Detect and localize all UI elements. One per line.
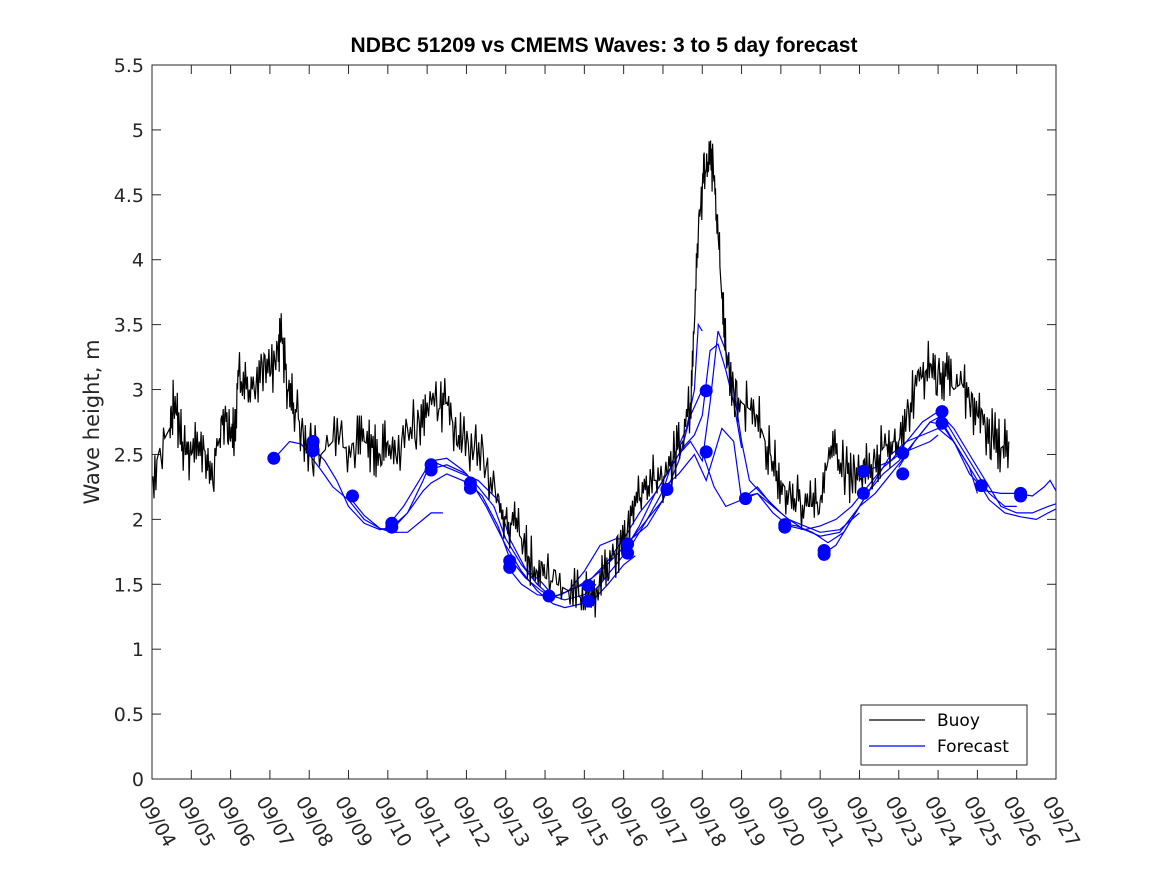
legend-box <box>860 704 1028 766</box>
y-tick-label: 1 <box>132 639 144 661</box>
y-tick-label: 4.5 <box>114 185 144 207</box>
forecast-marker <box>306 435 320 448</box>
forecast-run-line <box>348 460 550 592</box>
forecast-marker <box>896 446 910 460</box>
forecast-marker <box>1014 489 1028 503</box>
forecast-marker <box>935 405 949 419</box>
y-tick-label: 2 <box>132 509 144 531</box>
plot-area <box>152 65 1056 779</box>
forecast-marker <box>699 445 713 459</box>
forecast-marker <box>739 492 752 506</box>
y-tick-label: 2.5 <box>114 444 144 466</box>
forecast-marker <box>306 444 320 458</box>
forecast-run-line <box>859 410 1057 514</box>
legend-forecast-label: Forecast <box>937 737 1009 757</box>
forecast-marker <box>346 489 359 503</box>
forecast-marker <box>699 384 713 398</box>
forecast-marker <box>856 486 870 500</box>
forecast-marker <box>267 451 281 465</box>
forecast-marker <box>424 463 438 477</box>
forecast-run-line <box>623 330 782 553</box>
y-tick-labels: 0 0.5 1 1.5 2 2.5 3 3.5 4 4.5 5 5.5 <box>114 55 144 791</box>
forecast-run-line <box>741 434 939 531</box>
y-tick-label: 3.5 <box>114 315 144 337</box>
forecast-marker <box>463 481 477 495</box>
forecast-marker <box>778 520 792 534</box>
chart-title: NDBC 51209 vs CMEMS Waves: 3 to 5 day fo… <box>351 34 858 57</box>
forecast-marker <box>385 520 399 534</box>
forecast-marker <box>856 464 870 478</box>
forecast-marker <box>581 594 595 608</box>
forecast-marker <box>503 560 517 574</box>
y-tick-label: 5.5 <box>114 55 144 77</box>
legend: Buoy Forecast <box>860 704 1028 766</box>
forecast-marker <box>621 537 635 551</box>
forecast-marker <box>896 467 910 481</box>
y-tick-label: 4 <box>132 250 144 272</box>
y-tick-label: 1.5 <box>114 574 144 596</box>
axes-box <box>151 64 1057 780</box>
forecast-run-line <box>937 415 1057 497</box>
legend-buoy-label: Buoy <box>937 711 980 731</box>
forecast-markers <box>267 384 1028 608</box>
y-axis-label: Wave height, m <box>80 339 104 504</box>
y-tick-label: 3 <box>132 380 144 402</box>
y-tick-label: 0 <box>132 769 144 791</box>
forecast-marker <box>542 589 556 603</box>
buoy-series <box>151 140 1010 618</box>
y-tick-label: 5 <box>132 120 144 142</box>
forecast-marker <box>581 579 595 593</box>
forecast-marker <box>817 547 831 561</box>
y-tick-label: 0.5 <box>114 704 144 726</box>
forecast-marker <box>935 416 949 430</box>
forecast-run-line <box>701 451 908 537</box>
forecast-marker <box>974 479 988 493</box>
forecast-run-line <box>387 457 597 601</box>
forecast-marker <box>621 546 635 560</box>
buoy-line <box>151 140 1010 618</box>
forecast-marker <box>660 483 674 496</box>
